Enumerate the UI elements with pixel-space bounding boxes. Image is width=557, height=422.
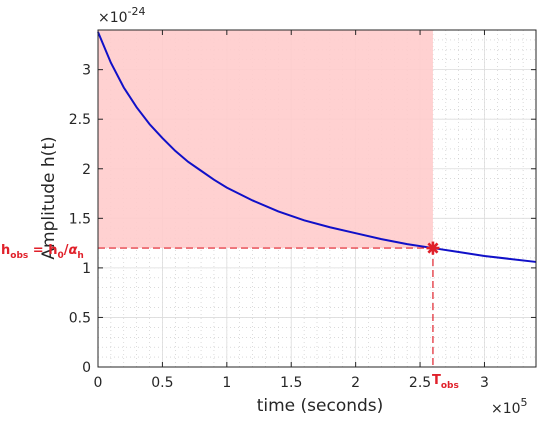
y-exponent: ×10-24 bbox=[98, 5, 146, 26]
t-obs-t: T bbox=[432, 373, 441, 388]
h-obs-sub: obs bbox=[10, 251, 28, 261]
y-tick-label: 2 bbox=[82, 162, 91, 178]
y-tick-label: 0.5 bbox=[69, 310, 91, 326]
t-obs-annotation: Tobs bbox=[432, 373, 459, 391]
y-tick-label: 1.5 bbox=[69, 211, 91, 227]
h-obs-annotation: hobs = h0/αh bbox=[1, 243, 84, 261]
x-tick-label: 1.5 bbox=[280, 375, 302, 391]
h-obs-h: h bbox=[1, 243, 10, 258]
h-obs-alpha: α bbox=[68, 243, 77, 258]
x-axis-ticks: 0 0.5 1 1.5 2 2.5 3 bbox=[94, 30, 489, 391]
y-tick-label: 3 bbox=[82, 63, 91, 79]
x-tick-label: 0.5 bbox=[151, 375, 173, 391]
h-obs-eq: = h bbox=[28, 243, 57, 258]
y-exponent-base: ×10 bbox=[98, 10, 128, 26]
h-obs-slash: / bbox=[64, 243, 69, 258]
x-exponent-base: ×10 bbox=[491, 401, 521, 417]
plot-frame bbox=[97, 29, 537, 368]
y-exponent-power: -24 bbox=[128, 5, 146, 18]
x-exponent-power: 5 bbox=[521, 396, 528, 409]
x-tick-label: 2.5 bbox=[409, 375, 431, 391]
observation-region-shading bbox=[98, 30, 433, 249]
marker-ray bbox=[427, 242, 439, 254]
observation-marker bbox=[426, 241, 440, 255]
y-axis-ticks: 0 0.5 1 1.5 2 2.5 3 bbox=[69, 63, 536, 376]
x-tick-label: 3 bbox=[480, 375, 489, 391]
x-tick-label: 1 bbox=[222, 375, 231, 391]
x-axis-label: time (seconds) bbox=[257, 396, 384, 416]
x-exponent: ×105 bbox=[491, 396, 528, 417]
x-tick-label: 2 bbox=[351, 375, 360, 391]
h-obs-subh: h bbox=[77, 251, 83, 261]
y-tick-label: 1 bbox=[82, 261, 91, 277]
y-axis-label: Amplitude h(t) bbox=[39, 136, 59, 259]
amplitude-curve bbox=[97, 31, 537, 263]
t-obs-sub: obs bbox=[441, 381, 459, 391]
h-obs-sub0: 0 bbox=[57, 251, 63, 261]
y-tick-label: 2.5 bbox=[69, 112, 91, 128]
x-tick-label: 0 bbox=[94, 375, 103, 391]
y-tick-label: 0 bbox=[82, 360, 91, 376]
